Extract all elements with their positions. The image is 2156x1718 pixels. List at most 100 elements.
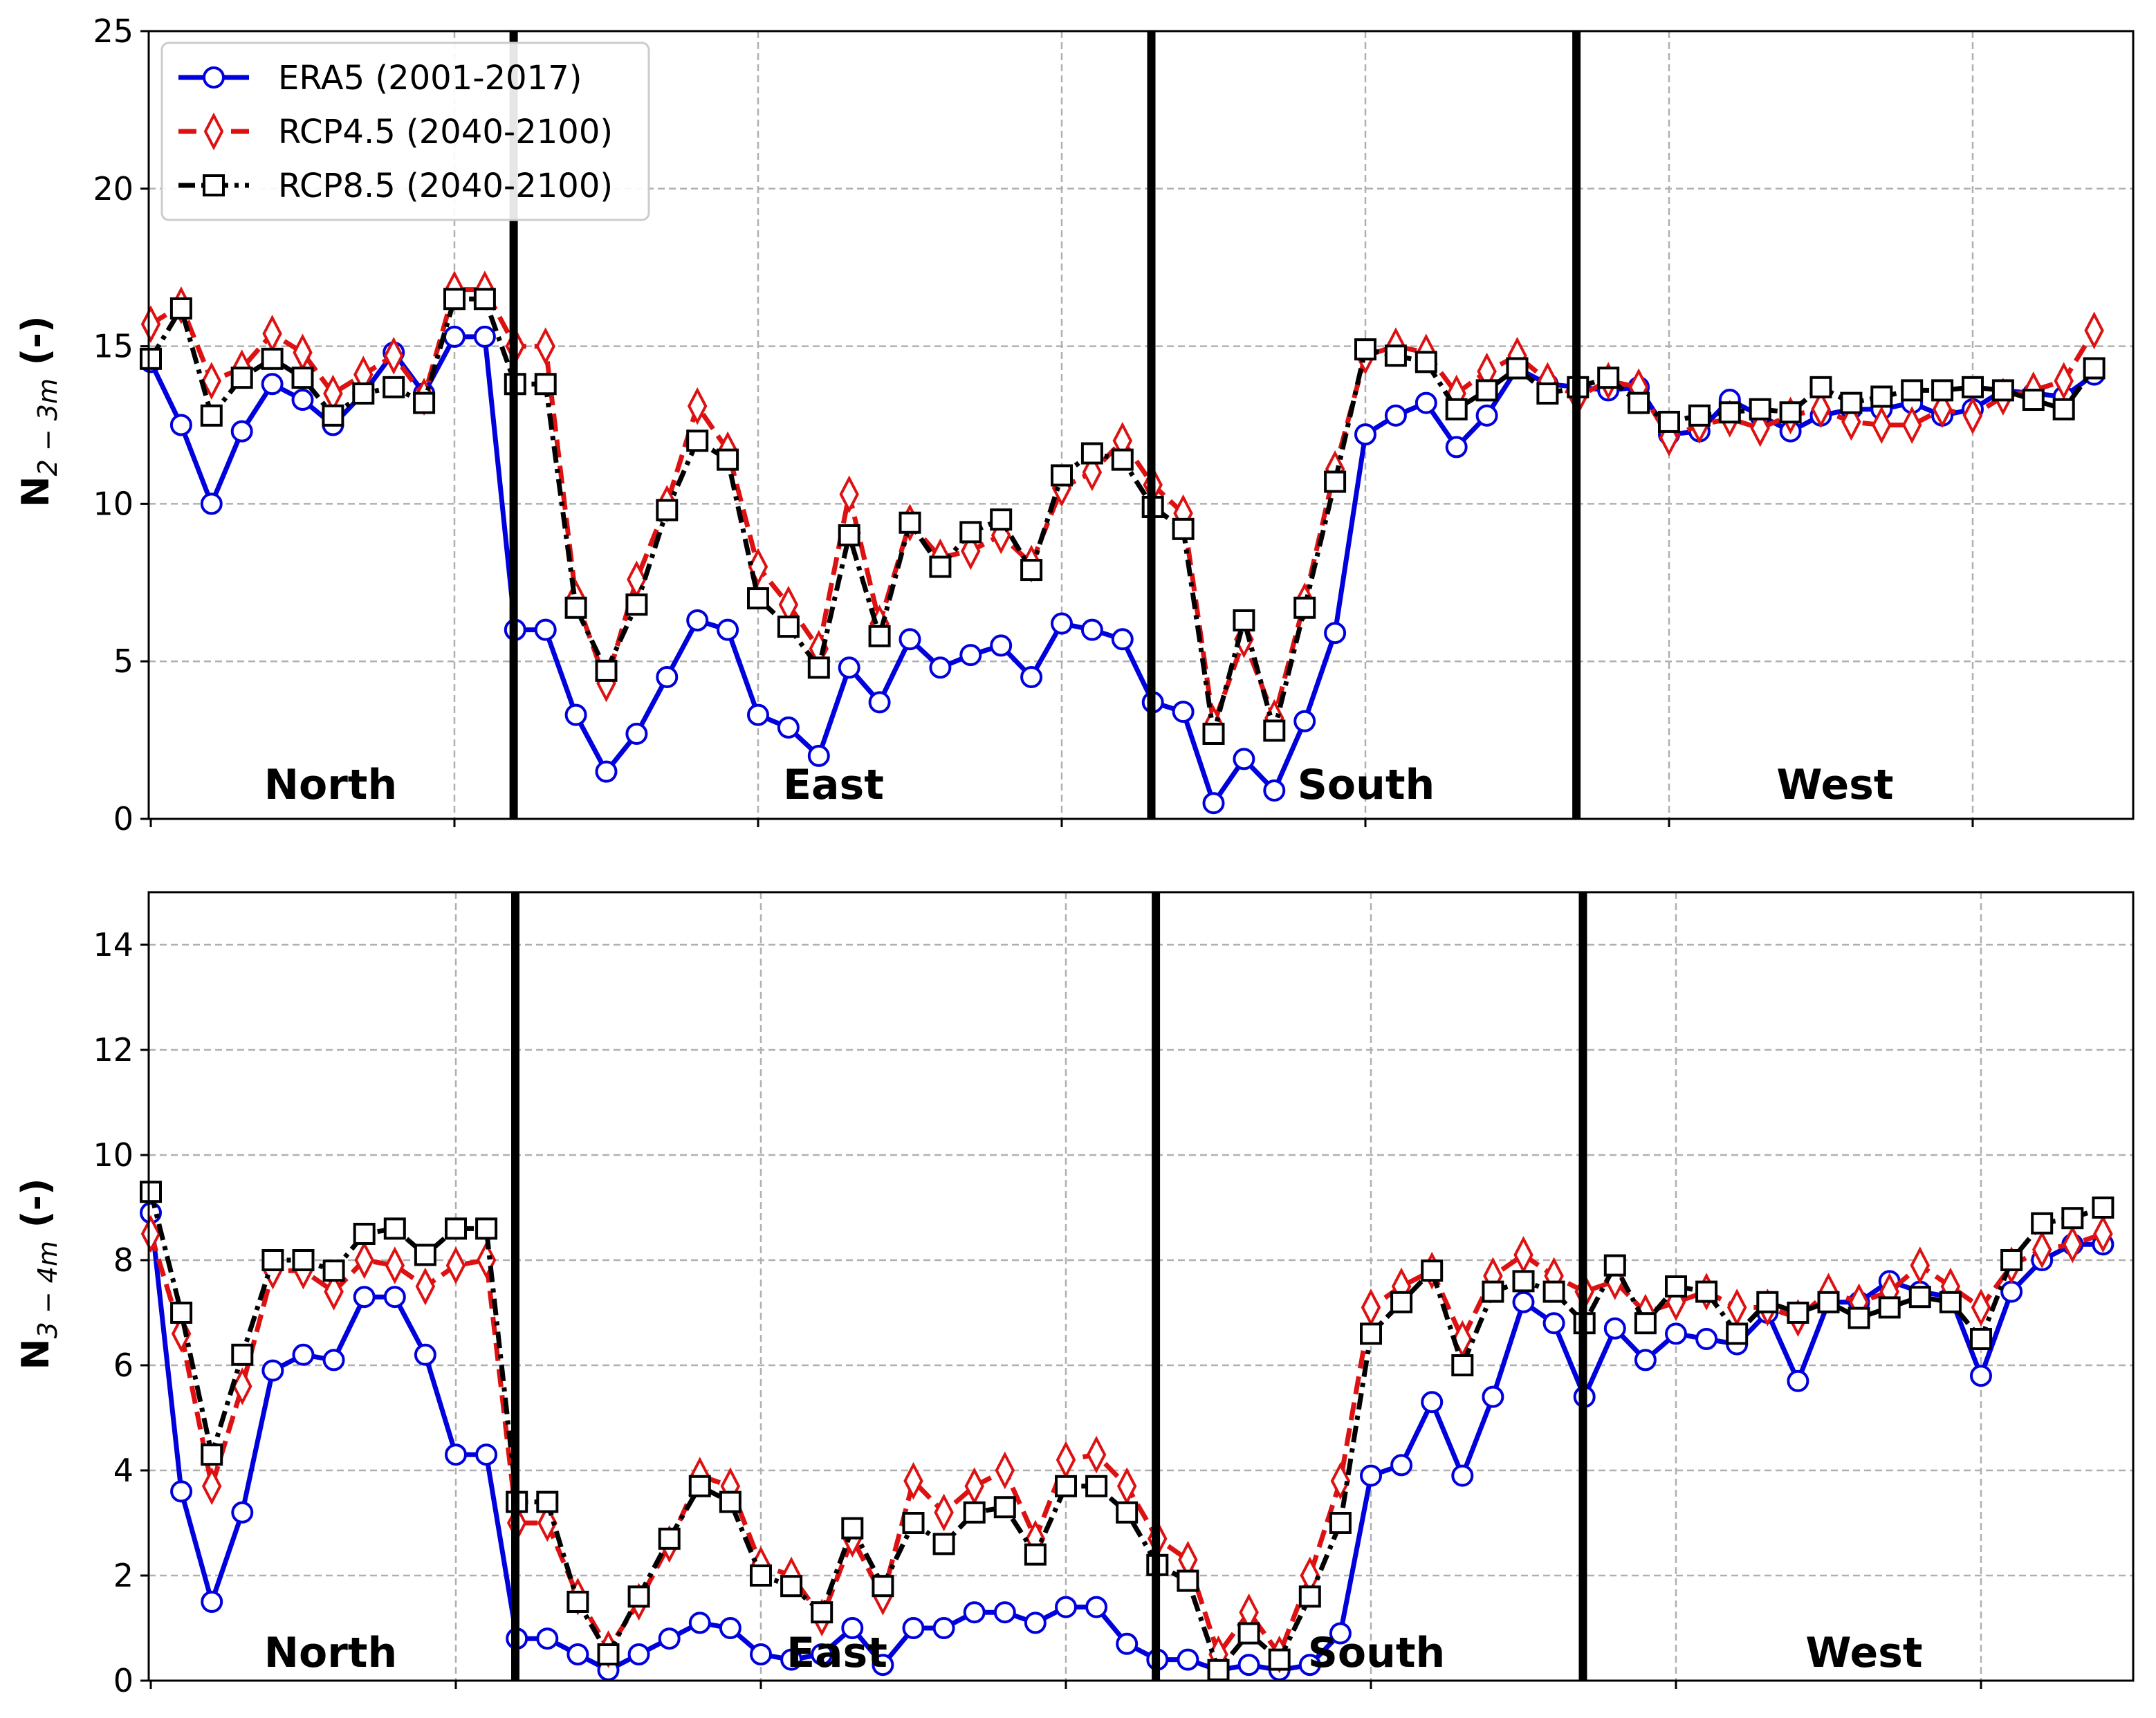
data-point [2031,1230,2052,1269]
data-point [231,1501,254,1524]
data-point [2052,398,2075,421]
data-point [750,1564,772,1587]
legend-entry-rcp45: RCP4.5 (2040-2100) [178,112,613,151]
data-point [777,616,800,638]
data-point [1051,612,1073,635]
data-point [353,1286,376,1309]
bottom-y-label-subscript: 3 − 4m [33,1241,63,1338]
data-point [1263,719,1286,742]
data-point [473,325,496,348]
data-point [719,1490,741,1513]
y-tick-label: 0 [113,800,133,838]
data-point [1451,1354,1474,1376]
data-point [1421,1259,1444,1282]
data-point [1695,1328,1718,1350]
data-point [1910,1246,1931,1284]
data-point [1787,1302,1809,1324]
data-point [1298,1654,1321,1677]
data-point [1901,379,1924,402]
data-point [627,1643,650,1665]
data-point [2031,1212,2054,1235]
top-region-north: North [264,761,397,809]
bottom-region-north: North [264,1629,397,1677]
legend-era5-label: ERA5 (2001-2017) [278,59,582,98]
data-point [1360,1464,1382,1487]
data-point [475,1443,498,1466]
data-point [656,665,679,688]
data-point [352,382,375,405]
data-point [963,1601,986,1624]
data-point [1116,1632,1139,1655]
data-point [1354,423,1376,446]
data-point [1962,396,1983,435]
data-point [1512,1291,1535,1313]
data-point [1542,1280,1565,1303]
data-point [2000,1280,2023,1303]
data-point [2084,311,2104,350]
data-point [201,1591,223,1613]
data-point [169,297,192,320]
data-point [201,1443,223,1466]
data-point [658,1627,681,1650]
data-point [200,492,223,515]
data-point [1390,1291,1413,1313]
data-point [1665,1322,1687,1345]
data-point [1603,1254,1626,1277]
data-point [324,1273,344,1311]
data-point [443,325,466,348]
data-point [354,1241,374,1280]
y-tick-label: 25 [93,12,133,50]
data-point [2093,1214,2113,1253]
data-point [1634,1349,1657,1371]
data-point [868,625,891,647]
data-point [1939,1291,1962,1313]
data-point [595,659,618,682]
legend-entry-rcp85: RCP8.5 (2040-2100) [178,167,613,205]
y-tick-label: 0 [113,1662,133,1699]
data-point [414,1343,436,1366]
data-point [291,367,314,389]
bottom-y-label-unit: (-) [14,1178,57,1241]
data-point [1237,1622,1260,1645]
y-tick-label: 5 [113,643,133,680]
data-point [838,524,860,546]
data-point [1360,1322,1382,1345]
data-point [963,1501,986,1524]
data-point [1542,1312,1565,1335]
data-point [1172,517,1195,540]
data-point [1055,1596,1077,1618]
data-point [902,1512,925,1534]
data-point [747,703,769,726]
data-point [383,1217,406,1240]
data-point [872,1654,894,1677]
data-point [534,373,557,396]
data-point [780,1648,803,1671]
top-region-west: West [1776,761,1893,809]
data-point [1207,1659,1230,1681]
bottom-region-south: South [1308,1629,1446,1677]
data-point [534,618,557,641]
data-point [2022,389,2045,412]
data-point [838,656,860,679]
data-point [1330,1461,1351,1500]
data-point [536,1627,559,1650]
data-point [473,288,496,311]
data-point [1298,1585,1321,1608]
data-point [899,511,921,534]
data-point [1962,376,1984,398]
data-point [1172,701,1195,723]
data-point [140,1214,161,1253]
data-point [1445,398,1468,421]
data-point [839,475,859,514]
data-point [1202,722,1225,745]
data-point [1779,401,1802,424]
top-y-label-unit: (-) [14,315,57,378]
data-point [1970,1328,1992,1350]
data-point [414,1244,436,1266]
data-point [932,1617,955,1639]
data-point [1268,1648,1291,1671]
data-point [385,1246,405,1284]
data-point [686,609,709,631]
data-point [230,420,253,443]
